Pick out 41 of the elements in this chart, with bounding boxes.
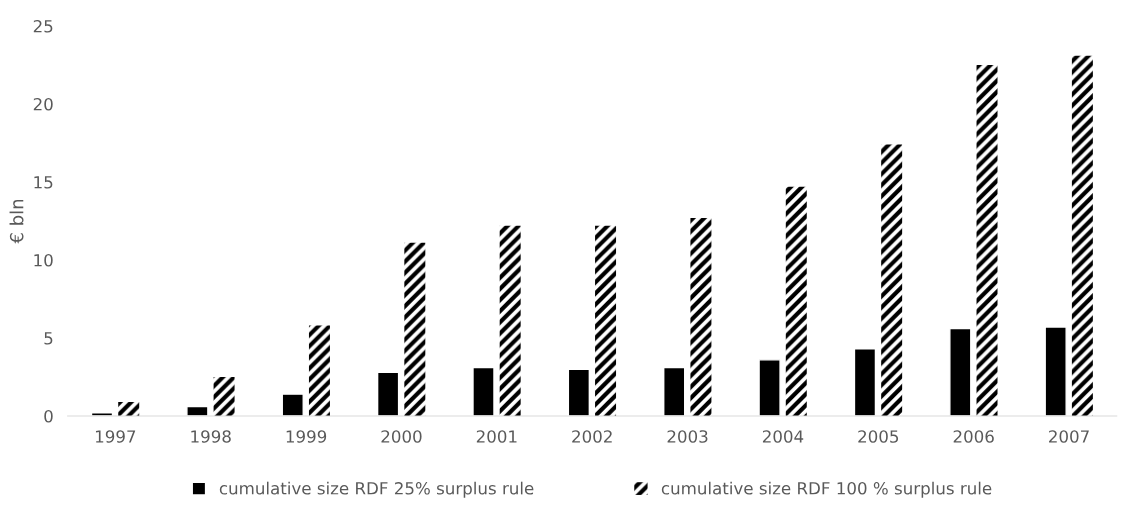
bar [308, 325, 330, 416]
bar [881, 144, 903, 416]
x-tick-label: 1998 [191, 430, 231, 443]
x-tick-label: 2005 [858, 430, 899, 443]
bar [758, 359, 781, 416]
x-tick-label: 2007 [1049, 430, 1089, 443]
bar [213, 377, 235, 416]
bar [690, 217, 712, 416]
x-tick-label: 2006 [953, 430, 994, 443]
bar [404, 242, 426, 416]
y-axis-title: € bln [9, 199, 24, 244]
y-tick-label: 10 [34, 253, 53, 267]
bar [1044, 326, 1067, 416]
bar [595, 225, 617, 416]
bar [853, 348, 877, 416]
x-tick-label: 2000 [381, 430, 422, 443]
x-tick-label: 1997 [95, 430, 136, 443]
bar [1071, 55, 1093, 416]
x-tick-label: 2002 [572, 430, 612, 443]
legend-label: cumulative size RDF 100 % surplus rule [661, 481, 992, 498]
y-tick-label: 20 [33, 97, 53, 111]
x-tick-label: 2001 [476, 430, 517, 443]
y-tick-label: 15 [34, 176, 53, 189]
bar [376, 371, 400, 416]
bar [785, 186, 807, 416]
x-tick-label: 1999 [286, 430, 327, 443]
bar [976, 65, 998, 416]
bar [472, 366, 495, 416]
bar [499, 225, 521, 416]
x-tick-label: 2004 [762, 430, 804, 443]
bar [281, 393, 304, 416]
bar [567, 368, 591, 416]
x-tick-label: 2003 [667, 430, 708, 443]
bar [186, 405, 209, 416]
y-tick-label: 0 [44, 409, 53, 423]
bar [118, 401, 140, 416]
legend-label: cumulative size RDF 25% surplus rule [219, 481, 534, 498]
y-tick-label: 25 [33, 19, 53, 33]
bar [663, 366, 686, 416]
y-tick-label: 5 [44, 332, 53, 345]
bar [949, 327, 972, 416]
